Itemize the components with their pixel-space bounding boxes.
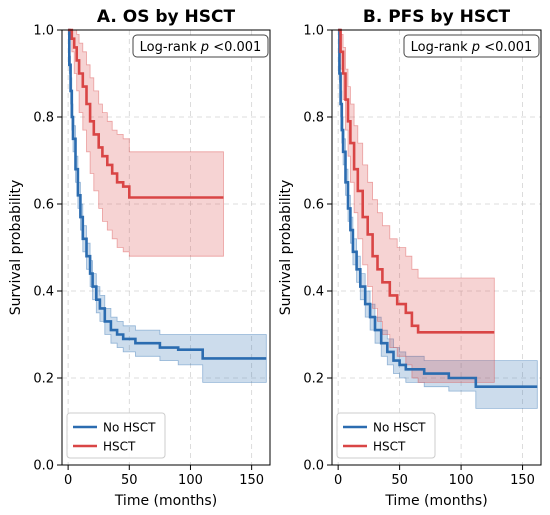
- chart-0-ytick-label-5: 1.0: [33, 24, 54, 39]
- chart-1-legend-label-0: No HSCT: [373, 421, 426, 435]
- chart-1-ytick-label-1: 0.2: [303, 372, 324, 387]
- chart-1-xtick-label-1: 50: [391, 473, 408, 488]
- chart-1-ytick-label-4: 0.8: [303, 111, 324, 126]
- chart-0-xtick-label-0: 0: [64, 473, 72, 488]
- chart-1-annotation-p: p: [471, 40, 480, 55]
- chart-1-line-1: [338, 28, 495, 334]
- chart-1-legend-label-1: HSCT: [373, 440, 406, 454]
- chart-1-ytick-label-2: 0.4: [303, 285, 324, 300]
- chart-1-xtick-label-0: 0: [334, 473, 342, 488]
- chart-0-title: A. OS by HSCT: [97, 7, 236, 27]
- chart-1-annotation-prefix: Log-rank: [411, 40, 472, 55]
- chart-0-ytick-label-3: 0.6: [33, 198, 54, 213]
- chart-1: B. PFS by HSCT 0.0 0.2 0.4 0.6 0.8 1.0 0 50 100 15…: [278, 7, 542, 509]
- chart-0-ytick-label-4: 0.8: [33, 111, 54, 126]
- chart-0-ytick-label-1: 0.2: [33, 372, 54, 387]
- chart-0-line-0: [68, 28, 267, 360]
- chart-0-ci-band-1: [68, 29, 224, 257]
- chart-1-annotation: Log-rank p <0.001: [411, 40, 533, 55]
- chart-1-ytick-label-3: 0.6: [303, 198, 324, 213]
- chart-0-annotation-p: p: [200, 40, 209, 55]
- chart-1-ytick-label-5: 1.0: [303, 24, 324, 39]
- chart-1-annotation-suffix: <0.001: [480, 40, 532, 55]
- chart-0-xtick-label-3: 150: [239, 473, 264, 488]
- chart-0-xlabel: Time (months): [114, 493, 217, 509]
- chart-1-ylabel: Survival probability: [278, 180, 294, 316]
- chart-0-ytick-label-0: 0.0: [33, 459, 54, 474]
- chart-0-annotation: Log-rank p <0.001: [140, 40, 262, 55]
- chart-0-legend-label-0: No HSCT: [103, 421, 156, 435]
- chart-1-xtick-label-3: 150: [510, 473, 535, 488]
- chart-0-annotation-box: [132, 34, 269, 58]
- chart-0-xtick-label-2: 100: [178, 473, 203, 488]
- chart-1-annotation-box: [403, 34, 540, 58]
- chart-0-annotation-prefix: Log-rank: [140, 40, 201, 55]
- chart-0-axes-frame: [61, 29, 271, 466]
- chart-0-xtick-label-1: 50: [121, 473, 138, 488]
- chart-1-line-0: [338, 28, 538, 388]
- chart-1-axes-frame: [331, 29, 542, 466]
- chart-0-annotation-suffix: <0.001: [209, 40, 261, 55]
- chart-0: A. OS by HSCT 0.0 0.2 0.4 0.6 0.8 1.0 0 50 100 150…: [8, 7, 271, 509]
- chart-0-ytick-label-2: 0.4: [33, 285, 54, 300]
- chart-1-ytick-label-0: 0.0: [303, 459, 324, 474]
- chart-0-line-1: [68, 28, 224, 199]
- chart-0-ylabel: Survival probability: [8, 180, 24, 316]
- chart-0-legend-label-1: HSCT: [103, 440, 136, 454]
- chart-1-ci-band-1: [338, 29, 495, 383]
- chart-1-xlabel: Time (months): [384, 493, 487, 509]
- chart-1-xtick-label-2: 100: [449, 473, 474, 488]
- chart-1-title: B. PFS by HSCT: [363, 7, 511, 27]
